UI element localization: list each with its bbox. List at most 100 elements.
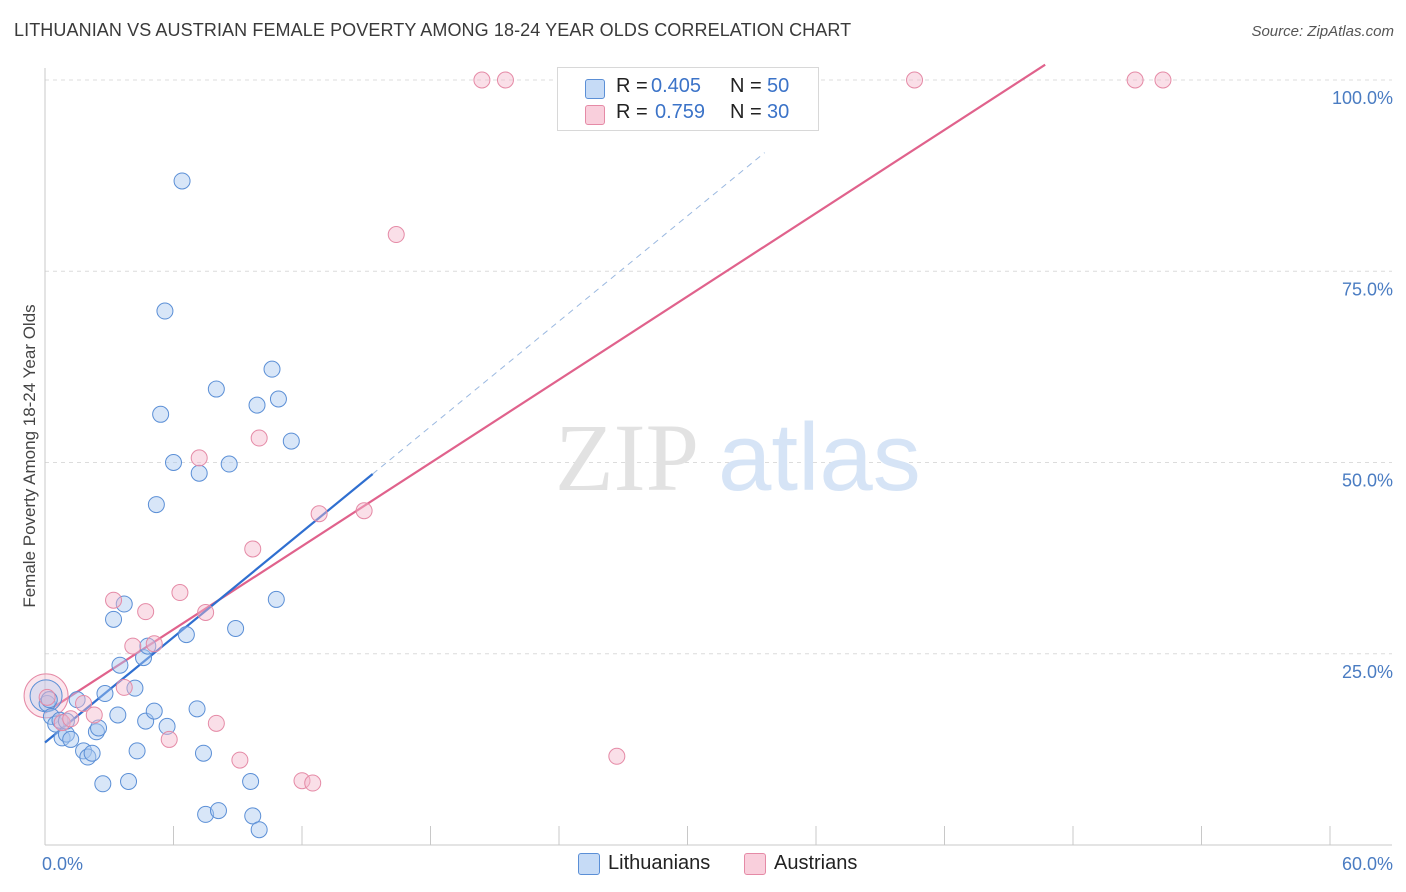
data-point (190, 464, 208, 482)
data-point (62, 730, 80, 748)
data-point (145, 702, 163, 720)
data-point (152, 405, 170, 423)
legend-n-value: 30 (767, 101, 790, 123)
y-tick-label: 75.0% (1342, 279, 1393, 299)
trend-line-lithuanians-extension (372, 152, 765, 475)
data-point (267, 590, 285, 608)
data-point (473, 71, 491, 89)
data-point (220, 455, 238, 473)
trend-line-austrians (44, 63, 1046, 714)
data-point (115, 595, 133, 613)
data-point (304, 774, 322, 792)
data-point (105, 591, 123, 609)
data-point (94, 775, 112, 793)
data-point (139, 637, 157, 655)
grid-lines (45, 79, 1392, 655)
y-tick-labels: 25.0% 50.0% 75.0% 100.0% (1332, 88, 1393, 682)
data-point (244, 807, 262, 825)
data-point (387, 226, 405, 244)
data-point (120, 773, 138, 791)
data-point (190, 449, 208, 467)
axes (44, 68, 1392, 846)
data-point (40, 691, 58, 709)
data-point (137, 603, 155, 621)
legend-n-value: 50 (767, 75, 790, 97)
data-point (227, 620, 245, 638)
y-tick-label: 50.0% (1342, 471, 1393, 491)
chart-title: LITHUANIAN VS AUSTRIAN FEMALE POVERTY AM… (14, 20, 852, 40)
data-point (242, 773, 260, 791)
bottom-legend-label-lithuanians: Lithuanians (608, 852, 711, 874)
data-point (282, 432, 300, 450)
legend-r-label: R = (616, 101, 648, 123)
data-point (111, 656, 129, 674)
data-point (1154, 71, 1172, 89)
correlation-legend: R = 0.405 N = 50 R = 0.759 N = 30 (557, 67, 819, 131)
data-point (38, 688, 56, 706)
data-point (137, 712, 155, 730)
x-tick-label: 0.0% (42, 854, 83, 874)
data-point (135, 649, 153, 667)
data-point (173, 172, 191, 190)
bottom-legend-swatch-austrians (744, 853, 766, 875)
legend-n-label: N = (730, 75, 762, 97)
data-point (248, 396, 266, 414)
data-point (75, 694, 93, 712)
data-point (355, 502, 373, 520)
data-point (250, 429, 268, 447)
data-point (207, 714, 225, 732)
data-points (23, 71, 1172, 839)
data-point (250, 821, 268, 839)
data-point (96, 685, 114, 703)
data-point (269, 390, 287, 408)
trend-line-lithuanians (44, 473, 374, 744)
data-point (165, 454, 182, 471)
data-point (105, 610, 123, 628)
y-tick-label: 100.0% (1332, 88, 1393, 108)
data-point (62, 710, 80, 728)
data-point (1126, 71, 1144, 89)
data-point (244, 540, 262, 558)
data-point (83, 744, 101, 762)
data-point (51, 711, 69, 729)
data-point (188, 700, 206, 718)
data-point (147, 496, 165, 514)
data-point (310, 505, 328, 523)
bottom-legend-swatch-lithuanians (578, 853, 600, 875)
bottom-legend-label-austrians: Austrians (774, 852, 858, 874)
data-point (197, 603, 215, 621)
source-label: Source: ZipAtlas.com (1251, 23, 1394, 40)
data-point (171, 584, 189, 602)
data-point (293, 772, 311, 790)
legend-row-austrians: R = 0.759 N = 30 (558, 101, 818, 127)
data-point (197, 805, 215, 823)
data-point (53, 714, 71, 732)
x-tick-label: 60.0% (1342, 854, 1393, 874)
data-point (608, 747, 626, 765)
data-point (209, 802, 227, 820)
data-point (177, 626, 195, 644)
trend-lines (44, 63, 1046, 744)
legend-swatch-austrians (585, 105, 605, 125)
data-point (128, 742, 146, 760)
legend-r-value: 0.405 (651, 75, 702, 97)
data-point (207, 380, 225, 398)
data-point (194, 744, 212, 762)
data-point (906, 71, 924, 89)
legend-r-label: R = (616, 75, 648, 97)
data-point (124, 637, 142, 655)
data-point (85, 706, 103, 724)
y-tick-label: 25.0% (1342, 662, 1393, 682)
legend-swatch-lithuanians (585, 79, 605, 99)
legend-r-value: 0.759 (655, 101, 706, 123)
data-point (115, 678, 133, 696)
watermark-zip: ZIP (555, 404, 699, 511)
data-point (231, 751, 249, 769)
data-point (158, 717, 176, 735)
data-point (156, 302, 174, 320)
data-point (145, 635, 163, 653)
legend-row-lithuanians: R = 0.405 N = 50 (558, 75, 818, 101)
legend-n-label: N = (730, 101, 762, 123)
data-point (90, 719, 108, 737)
